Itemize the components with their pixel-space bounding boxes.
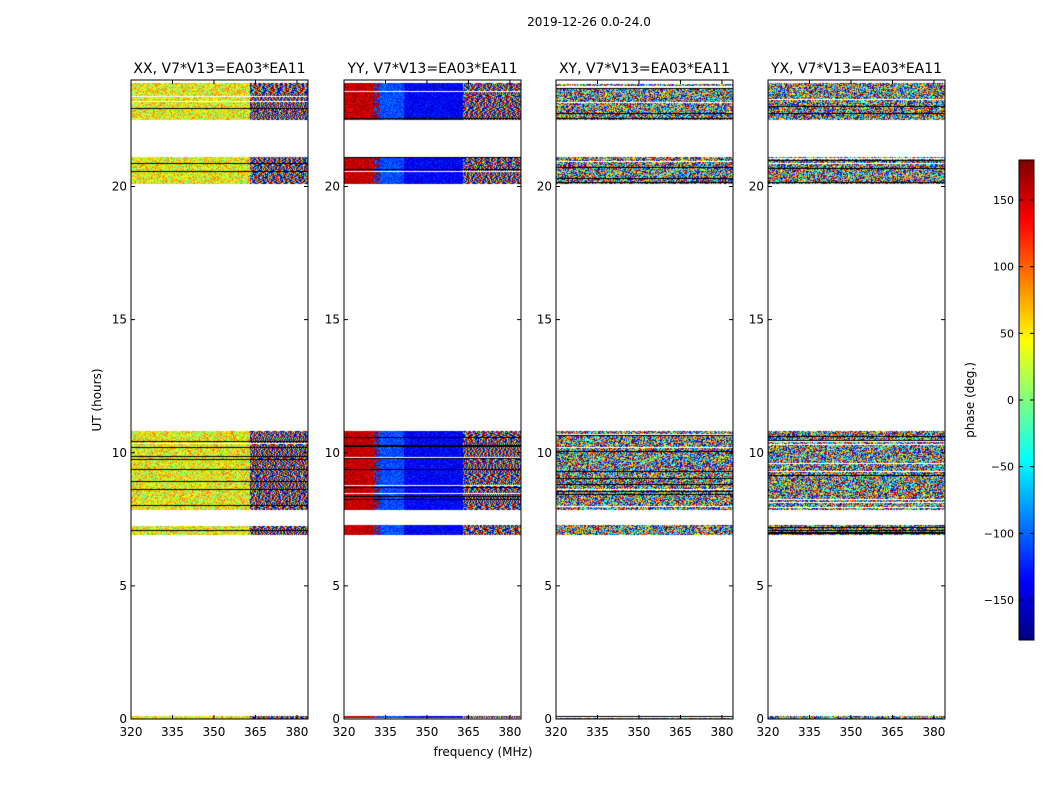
y-tick-label-1-4: 20 xyxy=(325,180,340,194)
y-tick-label-1-0: 0 xyxy=(332,712,340,726)
y-tick-label-0-3: 15 xyxy=(112,313,127,327)
colorbar-tick-label-5: −100 xyxy=(984,527,1014,540)
panels-group: XX, V7*V13=EA03*EA11 320 335 350 365 380 0 5 10 1… xyxy=(112,61,946,739)
panel-noise-3: YX, V7*V13=EA03*EA11 320 335 350 365 380 0 5 10 1… xyxy=(749,61,946,739)
x-tick-label-2-4: 380 xyxy=(710,725,733,739)
heatmap-image-3 xyxy=(768,80,945,719)
y-tick-label-2-4: 20 xyxy=(537,180,552,194)
heatmap-image-1 xyxy=(344,80,521,719)
colorbar-gradient xyxy=(1019,160,1034,640)
x-tick-label-1-0: 320 xyxy=(333,725,356,739)
y-tick-label-3-4: 20 xyxy=(749,180,764,194)
x-tick-label-0-3: 365 xyxy=(244,725,267,739)
y-tick-label-1-1: 5 xyxy=(332,579,340,593)
x-tick-label-3-1: 335 xyxy=(798,725,821,739)
x-tick-label-1-2: 350 xyxy=(416,725,439,739)
panel-title-3: YX, V7*V13=EA03*EA11 xyxy=(770,61,942,77)
panel-title-2: XY, V7*V13=EA03*EA11 xyxy=(559,61,730,77)
x-tick-label-1-1: 335 xyxy=(374,725,397,739)
y-tick-label-2-0: 0 xyxy=(544,712,552,726)
heatmap-image-0 xyxy=(131,80,308,719)
colorbar-tick-label-4: −50 xyxy=(991,461,1014,474)
x-tick-label-2-1: 335 xyxy=(586,725,609,739)
y-tick-label-0-2: 10 xyxy=(112,446,127,460)
axes-frame-0 xyxy=(130,79,309,720)
x-tick-label-3-3: 365 xyxy=(881,725,904,739)
y-tick-label-3-3: 15 xyxy=(749,313,764,327)
y-tick-label-0-1: 5 xyxy=(119,579,127,593)
colorbar-tick-label-2: 50 xyxy=(1000,327,1014,340)
axes-frame-1 xyxy=(343,79,522,720)
y-tick-label-1-2: 10 xyxy=(325,446,340,460)
y-tick-label-2-3: 15 xyxy=(537,313,552,327)
y-tick-label-3-1: 5 xyxy=(756,579,764,593)
x-tick-label-0-0: 320 xyxy=(120,725,143,739)
x-tick-label-2-0: 320 xyxy=(545,725,568,739)
x-tick-label-2-2: 350 xyxy=(628,725,651,739)
x-tick-label-3-4: 380 xyxy=(922,725,945,739)
colorbar-tick-label-6: −150 xyxy=(984,594,1014,607)
x-axis-label: frequency (MHz) xyxy=(433,745,532,759)
x-tick-label-1-4: 380 xyxy=(498,725,521,739)
y-tick-label-0-0: 0 xyxy=(119,712,127,726)
x-tick-label-0-1: 335 xyxy=(161,725,184,739)
panel-title-1: YY, V7*V13=EA03*EA11 xyxy=(346,61,517,77)
y-axis-label: UT (hours) xyxy=(90,368,104,431)
suptitle: 2019-12-26 0.0-24.0 xyxy=(527,15,651,29)
x-tick-label-2-3: 365 xyxy=(669,725,692,739)
heatmap-image-2 xyxy=(556,80,733,719)
x-tick-label-1-3: 365 xyxy=(457,725,480,739)
colorbar-tick-label-1: 100 xyxy=(993,261,1014,274)
panel-noise-2: XY, V7*V13=EA03*EA11 320 335 350 365 380 0 5 10 1… xyxy=(537,61,734,739)
y-tick-label-3-2: 10 xyxy=(749,446,764,460)
colorbar-tick-label-0: 150 xyxy=(993,194,1014,207)
y-tick-label-1-3: 15 xyxy=(325,313,340,327)
y-tick-label-2-2: 10 xyxy=(537,446,552,460)
y-tick-label-3-0: 0 xyxy=(756,712,764,726)
panel-title-0: XX, V7*V13=EA03*EA11 xyxy=(133,61,305,77)
axes-frame-2 xyxy=(555,79,734,720)
panel-yy-1: YY, V7*V13=EA03*EA11 320 335 350 365 380 0 5 10 1… xyxy=(325,61,522,739)
y-tick-label-2-1: 5 xyxy=(544,579,552,593)
x-tick-label-3-2: 350 xyxy=(840,725,863,739)
axes-frame-3 xyxy=(767,79,946,720)
colorbar: 150 100 50 0 −50 −100 −150 xyxy=(984,159,1035,641)
panel-xx-0: XX, V7*V13=EA03*EA11 320 335 350 365 380 0 5 10 1… xyxy=(112,61,309,739)
colorbar-tick-label-3: 0 xyxy=(1007,394,1014,407)
x-tick-label-3-0: 320 xyxy=(757,725,780,739)
y-tick-label-0-4: 20 xyxy=(112,180,127,194)
colorbar-label: phase (deg.) xyxy=(963,362,977,438)
x-tick-label-0-4: 380 xyxy=(285,725,308,739)
x-tick-label-0-2: 350 xyxy=(203,725,226,739)
